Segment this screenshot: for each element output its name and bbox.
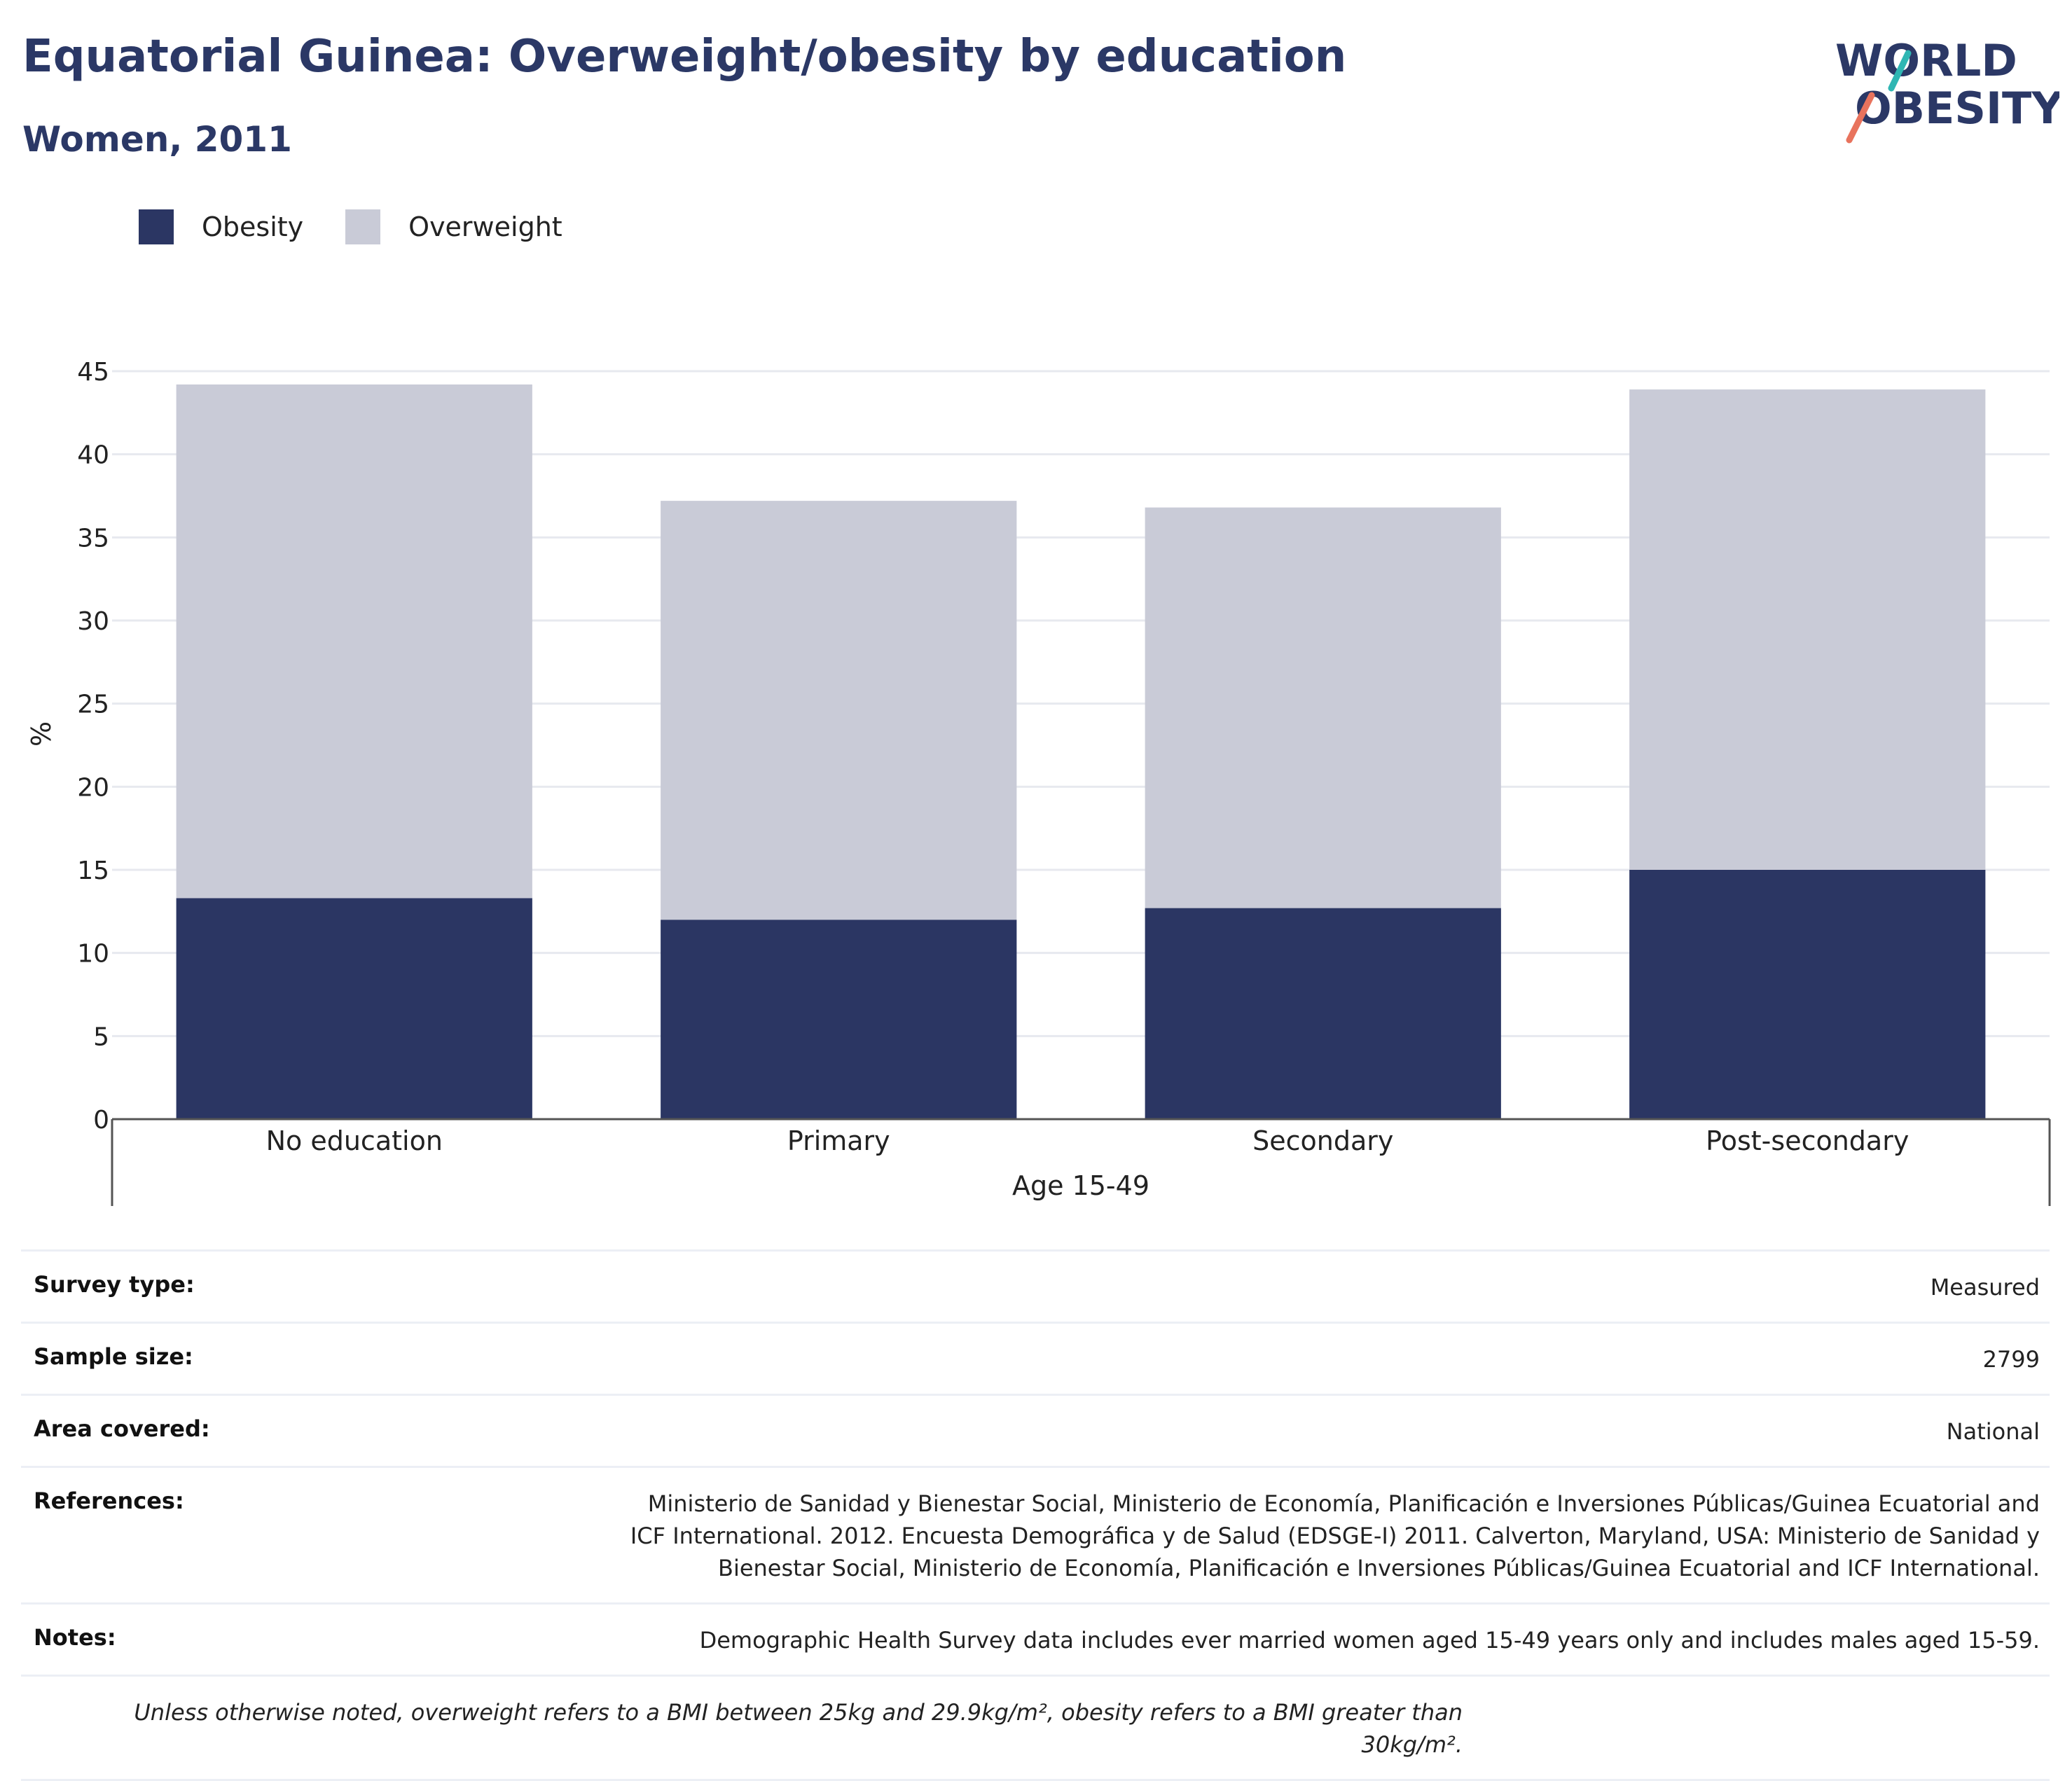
sample-size-value: 2799	[1982, 1346, 2040, 1373]
y-tick-label-30: 30	[77, 607, 109, 636]
logo-line-world: WORLD	[1835, 35, 2017, 86]
survey-type-label: Survey type:	[34, 1271, 195, 1298]
bar-overweight-4[interactable]	[1629, 389, 1986, 870]
bar-obesity-2[interactable]	[661, 920, 1017, 1119]
notes-value: Demographic Health Survey data includes …	[699, 1627, 2040, 1654]
references-value: Ministerio de Sanidad y Bienestar Social…	[630, 1490, 2040, 1581]
x-tick-label-4: Post-secondary	[1706, 1125, 1909, 1156]
logo-line-obesity: OBESITY	[1855, 83, 2059, 134]
legend-label-overweight: Overweight	[408, 212, 562, 242]
info-row-sample-size: Sample size: 2799	[21, 1322, 2050, 1394]
bars	[176, 384, 1986, 1119]
y-tick-label-20: 20	[77, 773, 109, 802]
info-row-references: References: Ministerio de Sanidad y Bien…	[21, 1466, 2050, 1602]
world-obesity-logo: WORLD OBESITY	[1835, 35, 2059, 144]
legend-item-overweight[interactable]: Overweight	[345, 209, 562, 244]
logo-slash-coral	[1846, 92, 1875, 144]
x-tick-label-3: Secondary	[1252, 1125, 1393, 1156]
y-tick-label-10: 10	[77, 940, 109, 969]
logo-slash-teal	[1888, 50, 1912, 92]
chart-title: Equatorial Guinea: Overweight/obesity by…	[22, 31, 1347, 83]
info-row-footnote: Unless otherwise noted, overweight refer…	[21, 1675, 2050, 1781]
notes-label: Notes:	[34, 1624, 116, 1651]
bar-overweight-3[interactable]	[1145, 507, 1501, 908]
tick-labels: 0 5 10 15 20 25 30 35 40 45 No education Primary Sec…	[77, 358, 1909, 1156]
chart-legend: Obesity Overweight	[139, 207, 605, 247]
bar-overweight-1[interactable]	[176, 384, 532, 899]
y-tick-label-15: 15	[77, 857, 109, 885]
legend-label-obesity: Obesity	[202, 212, 304, 242]
survey-type-value: Measured	[1930, 1274, 2040, 1301]
chart-subtitle: Women, 2011	[22, 119, 292, 160]
bar-obesity-3[interactable]	[1145, 908, 1501, 1119]
bmi-footnote: Unless otherwise noted, overweight refer…	[134, 1699, 1463, 1758]
bar-overweight-2[interactable]	[661, 501, 1017, 920]
info-row-area-covered: Area covered: National	[21, 1394, 2050, 1466]
area-covered-value: National	[1946, 1418, 2040, 1445]
bar-obesity-1[interactable]	[176, 898, 532, 1119]
x-tick-label-2: Primary	[787, 1125, 890, 1156]
x-tick-label-1: No education	[266, 1125, 443, 1156]
y-tick-label-45: 45	[77, 358, 109, 387]
sample-size-label: Sample size:	[34, 1343, 193, 1370]
survey-info-table: Survey type: Measured Sample size: 2799 …	[21, 1249, 2050, 1781]
references-label: References:	[34, 1488, 184, 1514]
legend-item-obesity[interactable]: Obesity	[139, 209, 303, 244]
stacked-bar-chart: 0 5 10 15 20 25 30 35 40 45 No education Primary Sec…	[26, 358, 2051, 1206]
y-tick-label-5: 5	[93, 1023, 109, 1051]
info-row-notes: Notes: Demographic Health Survey data in…	[21, 1602, 2050, 1675]
legend-swatch-obesity	[139, 209, 174, 244]
legend-swatch-overweight	[345, 209, 381, 244]
y-tick-label-25: 25	[77, 691, 109, 719]
x-axis-label: Age 15-49	[1012, 1170, 1149, 1201]
area-covered-label: Area covered:	[34, 1415, 210, 1442]
y-tick-label-35: 35	[77, 524, 109, 553]
info-row-survey-type: Survey type: Measured	[21, 1249, 2050, 1322]
axes	[111, 1118, 2051, 1206]
y-axis-label: %	[26, 721, 57, 747]
bar-obesity-4[interactable]	[1629, 870, 1986, 1119]
y-tick-label-40: 40	[77, 441, 109, 470]
y-tick-label-0: 0	[93, 1106, 109, 1135]
